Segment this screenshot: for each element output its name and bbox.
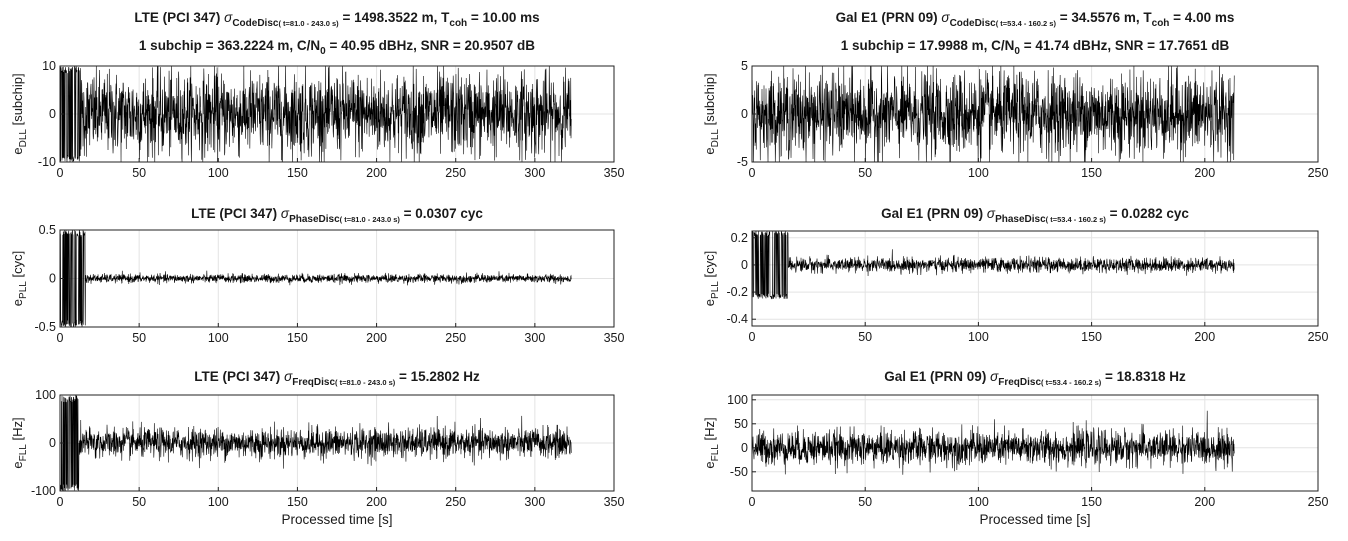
y-axis-label: ePLL [cyc] (702, 251, 721, 306)
chart-panel-middle-right: 0 50 100 150 200 250 -0.4 -0.2 0 0.2 ePLL [cyc] Gal… (702, 206, 1328, 344)
x-tick-label: 300 (524, 166, 545, 180)
x-tick-label: 150 (287, 331, 308, 345)
y-tick-label: 10 (42, 59, 56, 73)
x-tick-label: 100 (208, 166, 229, 180)
axes-box (751, 394, 1319, 492)
x-tick-label: 50 (858, 495, 872, 509)
y-tick-label: 0 (741, 107, 748, 121)
x-tick-label: 350 (604, 495, 625, 509)
x-tick-label: 50 (132, 331, 146, 345)
series-line (59, 65, 572, 163)
plot-area (752, 231, 1318, 326)
x-tick-label: 200 (366, 166, 387, 180)
chart-panel-bottom-right: 0 50 100 150 200 250 -50 0 50 100 eFLL [Hz] Process… (702, 369, 1328, 527)
x-tick-label: 0 (749, 495, 756, 509)
y-axis-label: eFLL [Hz] (702, 417, 721, 468)
series-line (59, 395, 572, 491)
axes-box (751, 230, 1319, 327)
x-tick-label: 150 (1081, 166, 1102, 180)
y-tick-label: -50 (730, 465, 748, 479)
y-tick-label: -100 (31, 484, 56, 498)
chart-subtitle: 1 subchip = 17.9988 m, C/N0 = 41.74 dBHz… (841, 38, 1230, 57)
y-tick-label: 50 (734, 417, 748, 431)
x-tick-label: 350 (604, 166, 625, 180)
x-tick-label: 250 (1308, 495, 1329, 509)
x-tick-label: 50 (132, 166, 146, 180)
y-tick-label: 100 (727, 393, 748, 407)
x-tick-label: 50 (858, 330, 872, 344)
y-tick-label: 0.5 (39, 223, 56, 237)
x-tick-label: 50 (132, 495, 146, 509)
y-tick-label: 0 (49, 436, 56, 450)
x-tick-label: 150 (1081, 330, 1102, 344)
series-line (751, 410, 1235, 475)
x-tick-label: 200 (1194, 330, 1215, 344)
x-tick-label: 100 (968, 330, 989, 344)
x-tick-label: 300 (524, 331, 545, 345)
x-tick-label: 50 (858, 166, 872, 180)
x-tick-label: 200 (1194, 495, 1215, 509)
y-tick-label: -0.2 (726, 285, 748, 299)
x-tick-label: 350 (604, 331, 625, 345)
chart-title: LTE (PCI 347) σPhaseDisc( t=81.0 - 243.0… (191, 206, 483, 225)
y-tick-label: -10 (38, 155, 56, 169)
y-axis-label: ePLL [cyc] (10, 251, 29, 306)
x-tick-label: 100 (208, 495, 229, 509)
y-tick-label: -5 (737, 155, 748, 169)
x-tick-label: 200 (1194, 166, 1215, 180)
y-tick-label: 0 (741, 441, 748, 455)
y-tick-label: 0 (741, 258, 748, 272)
chart-subtitle: 1 subchip = 363.2224 m, C/N0 = 40.95 dBH… (139, 38, 535, 57)
x-tick-label: 150 (287, 166, 308, 180)
y-tick-label: 5 (741, 59, 748, 73)
x-tick-label: 100 (208, 331, 229, 345)
y-tick-label: 100 (35, 388, 56, 402)
x-tick-label: 150 (287, 495, 308, 509)
chart-title: Gal E1 (PRN 09) σFreqDisc( t=53.4 - 160.… (884, 369, 1186, 388)
x-tick-label: 0 (57, 495, 64, 509)
x-tick-label: 0 (749, 330, 756, 344)
x-tick-label: 200 (366, 331, 387, 345)
y-tick-label: 0 (49, 107, 56, 121)
chart-title: LTE (PCI 347) σFreqDisc( t=81.0 - 243.0 … (194, 369, 480, 388)
x-tick-label: 250 (1308, 330, 1329, 344)
x-tick-label: 250 (445, 495, 466, 509)
y-axis-label: eDLL [subchip] (702, 73, 721, 154)
series-line (751, 65, 1235, 163)
y-axis-label: eFLL [Hz] (10, 417, 29, 468)
y-tick-label: 0.2 (731, 231, 748, 245)
series-line (59, 229, 572, 328)
x-tick-label: 150 (1081, 495, 1102, 509)
x-tick-label: 100 (968, 495, 989, 509)
y-tick-label: 0 (49, 272, 56, 286)
chart-title: Gal E1 (PRN 09) σPhaseDisc( t=53.4 - 160… (881, 206, 1189, 225)
x-tick-label: 100 (968, 166, 989, 180)
chart-title: LTE (PCI 347) σCodeDisc( t=81.0 - 243.0 … (134, 10, 539, 29)
x-tick-label: 250 (1308, 166, 1329, 180)
x-axis-label: Processed time [s] (281, 512, 392, 527)
x-tick-label: 0 (57, 166, 64, 180)
x-tick-label: 250 (445, 166, 466, 180)
chart-title: Gal E1 (PRN 09) σCodeDisc( t=53.4 - 160.… (836, 10, 1235, 29)
x-tick-label: 0 (749, 166, 756, 180)
y-axis-label: eDLL [subchip] (10, 73, 29, 154)
x-tick-label: 200 (366, 495, 387, 509)
series-line (751, 231, 1235, 300)
x-tick-label: 300 (524, 495, 545, 509)
x-axis-label: Processed time [s] (979, 512, 1090, 527)
x-tick-label: 250 (445, 331, 466, 345)
x-tick-label: 0 (57, 331, 64, 345)
y-tick-label: -0.5 (34, 320, 56, 334)
y-tick-label: -0.4 (726, 312, 748, 326)
